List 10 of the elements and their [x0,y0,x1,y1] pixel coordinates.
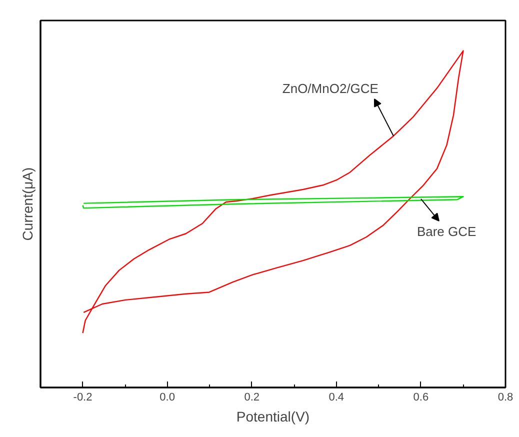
x-tick-label: 0.4 [328,392,344,404]
x-tick-label: 0.2 [244,392,260,404]
annotation: ZnO/MnO2/GCE [282,80,379,96]
x-tick-label: 0.8 [498,392,514,404]
annotation: Bare GCE [416,224,477,239]
x-axis-title: Potential(V) [236,408,310,424]
x-tick-label: -0.2 [73,392,92,404]
y-axis-title: Current(μA) [20,167,36,241]
x-tick-label: 0.6 [413,392,429,404]
x-tick-label: 0.0 [160,392,175,404]
